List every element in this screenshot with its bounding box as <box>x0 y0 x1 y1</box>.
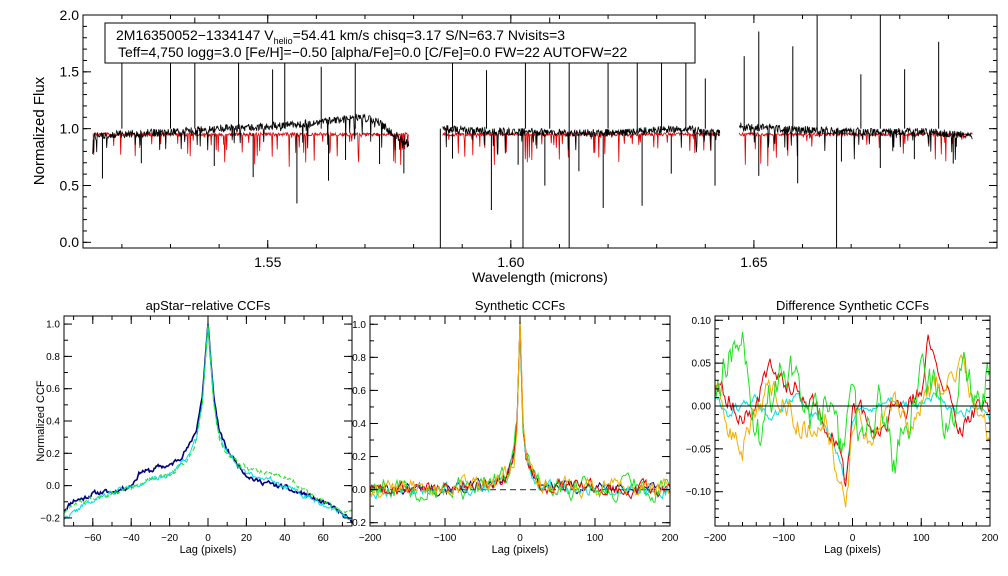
spectrum-ylabel: Normalized Flux <box>31 76 48 185</box>
x-tick-label: −100 <box>434 533 457 544</box>
y-tick-label: 0.2 <box>46 449 60 460</box>
x-tick-label: −200 <box>704 533 727 544</box>
spectrum-panel: 1.55 1.60 1.65 0.0 0.5 1.0 1.5 2.0 2M16350052−1… <box>31 7 998 285</box>
panel-xlabel: Lag (pixels) <box>180 544 237 556</box>
y-tick-label: 0.6 <box>352 386 366 397</box>
panel-xlabel: Lag (pixels) <box>492 544 549 556</box>
spectrum-xlabel: Wavelength (microns) <box>472 269 608 285</box>
panel-xlabel: Lag (pixels) <box>824 544 881 556</box>
x-tick-label: 1.55 <box>254 254 281 270</box>
x-tick-label: −20 <box>161 533 178 544</box>
y-tick-label: −0.10 <box>686 487 712 498</box>
y-tick-label: 0.5 <box>60 177 80 193</box>
x-tick-label: −100 <box>772 533 795 544</box>
x-tick-label: 20 <box>241 533 253 544</box>
difference-ccf-cyan <box>715 392 990 483</box>
info-line-2: Teff=4,750 logg=3.0 [Fe/H]=−0.50 [alpha/… <box>118 44 627 60</box>
y-tick-label: 2.0 <box>60 7 80 23</box>
y-tick-label: 0.4 <box>46 417 60 428</box>
y-tick-label: −0.2 <box>346 518 366 529</box>
observed-spectrum-chip-2 <box>442 124 721 155</box>
y-tick-label: 1.0 <box>46 320 60 331</box>
apstar-ccf-title: apStar−relative CCFs <box>146 298 271 313</box>
apstar-ccf-panel: −60 −40 −20 0 20 40 60 −0.2 0.0 0.2 0.4 0.6 0.8 1.0 ap… <box>35 298 353 556</box>
x-tick-label: 0 <box>205 533 211 544</box>
x-tick-label: 0 <box>517 533 523 544</box>
info-box-frame <box>104 22 696 64</box>
x-tick-label: 200 <box>662 533 679 544</box>
ccf-series-green <box>64 324 352 514</box>
y-tick-label: 0.0 <box>60 234 80 250</box>
ccf-curves <box>715 331 990 508</box>
difference-ccf-green <box>715 331 990 474</box>
y-tick-label: 0.05 <box>692 359 712 370</box>
y-tick-label: 1.0 <box>352 320 366 331</box>
spectrum-axes: 1.55 1.60 1.65 0.0 0.5 1.0 1.5 2.0 <box>60 7 998 270</box>
y-tick-label: 0.10 <box>692 316 712 327</box>
observed-spectrum-chip-1 <box>92 113 410 155</box>
spectrum-frame <box>82 14 998 249</box>
y-tick-label: 0.4 <box>352 419 366 430</box>
x-tick-label: 200 <box>982 533 999 544</box>
y-tick-label: −0.05 <box>686 444 712 455</box>
y-tick-label: 0.00 <box>692 402 712 413</box>
x-tick-label: 100 <box>587 533 604 544</box>
y-tick-label: 0.8 <box>46 352 60 363</box>
spectrum-info-box: 2M16350052−1334147 Vhelio=54.41 km/s chi… <box>104 22 696 64</box>
x-tick-label: 100 <box>913 533 930 544</box>
x-tick-label: −200 <box>359 533 382 544</box>
synthetic-ccf-panel: −200 −100 0 100 200 −0.2 0.0 0.2 0.4 0.6 0.8 1.0 Syn… <box>346 298 679 556</box>
spectrum-data <box>92 15 973 248</box>
x-tick-label: −60 <box>84 533 101 544</box>
x-tick-label: 60 <box>318 533 330 544</box>
x-tick-label: 1.65 <box>740 254 767 270</box>
y-tick-label: 1.0 <box>60 121 80 137</box>
difference-ccf-title: Difference Synthetic CCFs <box>776 298 929 313</box>
difference-ccf-panel: −200 −100 0 100 200 −0.10 −0.05 0.00 0.05 0.10 Dif… <box>686 298 999 556</box>
info-line-1: 2M16350052−1334147 Vhelio=54.41 km/s chi… <box>116 27 565 46</box>
x-tick-label: −40 <box>123 533 140 544</box>
observed-spectrum-chip-3 <box>738 122 973 160</box>
y-tick-label: 0.8 <box>352 353 366 364</box>
x-tick-label: 40 <box>279 533 291 544</box>
apstar-ccf-ylabel: Normalized CCF <box>35 380 47 462</box>
model-spectrum-chip-1 <box>92 131 410 167</box>
y-tick-label: 0.0 <box>352 485 366 496</box>
x-tick-label: 0 <box>850 533 856 544</box>
y-tick-label: 0.0 <box>46 481 60 492</box>
y-tick-label: 0.6 <box>46 384 60 395</box>
synthetic-ccf-title: Synthetic CCFs <box>475 298 566 313</box>
x-tick-label: 1.60 <box>497 254 524 270</box>
y-tick-label: −0.2 <box>40 513 60 524</box>
y-tick-label: 1.5 <box>60 64 80 80</box>
y-tick-label: 0.2 <box>352 452 366 463</box>
